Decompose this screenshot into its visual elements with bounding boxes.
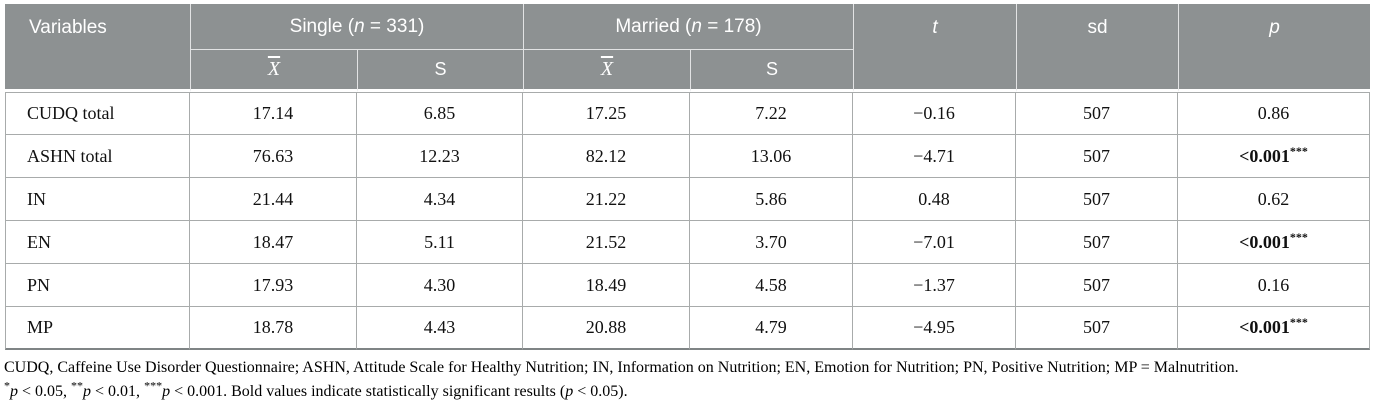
- n-symbol: n: [691, 15, 702, 37]
- cell-married-mean: 21.22: [523, 178, 690, 221]
- cell-sd: 507: [1016, 92, 1178, 135]
- married-group-count: = 178): [701, 15, 762, 37]
- col-header-single-group: Single (n = 331): [190, 4, 523, 50]
- cell-variable: PN: [5, 264, 190, 307]
- cell-t: 0.48: [853, 178, 1016, 221]
- col-header-p: p: [1178, 4, 1370, 92]
- statistics-table: Variables Single (n = 331) Married (n = …: [5, 4, 1370, 350]
- mean-symbol: X: [267, 58, 281, 80]
- t-symbol: t: [932, 17, 938, 38]
- table-row: ASHN total 76.63 12.23 82.12 13.06 −4.71…: [5, 135, 1370, 178]
- col-header-sd: sd: [1016, 4, 1178, 92]
- cell-single-mean: 18.47: [190, 221, 357, 264]
- cell-single-mean: 18.78: [190, 307, 357, 350]
- cell-married-s: 4.58: [690, 264, 853, 307]
- footnote-significance: *p < 0.05, **p < 0.01, ***p < 0.001. Bol…: [4, 378, 628, 400]
- table-row: EN 18.47 5.11 21.52 3.70 −7.01 507 <0.00…: [5, 221, 1370, 264]
- table-header: Variables Single (n = 331) Married (n = …: [5, 4, 1370, 92]
- cell-single-s: 12.23: [357, 135, 523, 178]
- significance-asterisks: ***: [1289, 229, 1308, 244]
- col-header-married-mean: X: [523, 50, 690, 92]
- cell-variable: EN: [5, 221, 190, 264]
- statistics-table-container: Variables Single (n = 331) Married (n = …: [5, 4, 1370, 350]
- cell-sd: 507: [1016, 135, 1178, 178]
- col-header-married-s: S: [690, 50, 853, 92]
- single-group-count: = 331): [364, 15, 425, 37]
- col-header-single-mean: X: [190, 50, 357, 92]
- cell-p: <0.001***: [1178, 135, 1370, 178]
- footnote-abbreviations: CUDQ, Caffeine Use Disorder Questionnair…: [4, 359, 1239, 376]
- cell-married-mean: 21.52: [523, 221, 690, 264]
- cell-married-mean: 20.88: [523, 307, 690, 350]
- cell-t: −7.01: [853, 221, 1016, 264]
- significance-asterisks: ***: [1289, 143, 1308, 158]
- single-group-label: Single (: [289, 15, 355, 37]
- table-row: CUDQ total 17.14 6.85 17.25 7.22 −0.16 5…: [5, 92, 1370, 135]
- cell-married-mean: 82.12: [523, 135, 690, 178]
- col-header-married-group: Married (n = 178): [523, 4, 853, 50]
- cell-married-s: 4.79: [690, 307, 853, 350]
- cell-sd: 507: [1016, 221, 1178, 264]
- cell-p: <0.001***: [1178, 221, 1370, 264]
- cell-married-mean: 18.49: [523, 264, 690, 307]
- cell-t: −4.95: [853, 307, 1016, 350]
- col-header-t: t: [853, 4, 1016, 92]
- p-value: <0.001: [1239, 145, 1290, 166]
- cell-single-s: 5.11: [357, 221, 523, 264]
- cell-p: 0.16: [1178, 264, 1370, 307]
- married-group-label: Married (: [615, 15, 692, 37]
- p-value: <0.001: [1239, 317, 1290, 337]
- p-value: <0.001: [1239, 231, 1290, 252]
- col-header-single-s: S: [357, 50, 523, 92]
- cell-variable: ASHN total: [5, 135, 190, 178]
- cell-single-s: 4.43: [357, 307, 523, 350]
- cell-t: −4.71: [853, 135, 1016, 178]
- table-row: MP 18.78 4.43 20.88 4.79 −4.95 507 <0.00…: [5, 307, 1370, 350]
- cell-variable: MP: [5, 307, 190, 350]
- cell-t: −0.16: [853, 92, 1016, 135]
- cell-single-mean: 21.44: [190, 178, 357, 221]
- cell-single-s: 4.30: [357, 264, 523, 307]
- cell-married-s: 5.86: [690, 178, 853, 221]
- cell-married-s: 3.70: [690, 221, 853, 264]
- cell-p: 0.86: [1178, 92, 1370, 135]
- cell-variable: CUDQ total: [5, 92, 190, 135]
- col-header-variables: Variables: [5, 4, 190, 92]
- significance-asterisks: ***: [1289, 315, 1308, 329]
- n-symbol: n: [354, 15, 365, 37]
- cell-married-s: 13.06: [690, 135, 853, 178]
- cell-single-s: 4.34: [357, 178, 523, 221]
- table-footnotes: CUDQ, Caffeine Use Disorder Questionnair…: [0, 350, 1375, 404]
- cell-sd: 507: [1016, 178, 1178, 221]
- cell-variable: IN: [5, 178, 190, 221]
- cell-married-s: 7.22: [690, 92, 853, 135]
- cell-single-mean: 17.14: [190, 92, 357, 135]
- cell-single-mean: 17.93: [190, 264, 357, 307]
- cell-sd: 507: [1016, 264, 1178, 307]
- table-row: PN 17.93 4.30 18.49 4.58 −1.37 507 0.16: [5, 264, 1370, 307]
- p-symbol: p: [1269, 17, 1280, 38]
- cell-single-mean: 76.63: [190, 135, 357, 178]
- cell-p: 0.62: [1178, 178, 1370, 221]
- table-body: CUDQ total 17.14 6.85 17.25 7.22 −0.16 5…: [5, 92, 1370, 350]
- cell-t: −1.37: [853, 264, 1016, 307]
- cell-married-mean: 17.25: [523, 92, 690, 135]
- cell-sd: 507: [1016, 307, 1178, 350]
- cell-p: <0.001***: [1178, 307, 1370, 350]
- cell-single-s: 6.85: [357, 92, 523, 135]
- table-row: IN 21.44 4.34 21.22 5.86 0.48 507 0.62: [5, 178, 1370, 221]
- mean-symbol: X: [600, 58, 614, 80]
